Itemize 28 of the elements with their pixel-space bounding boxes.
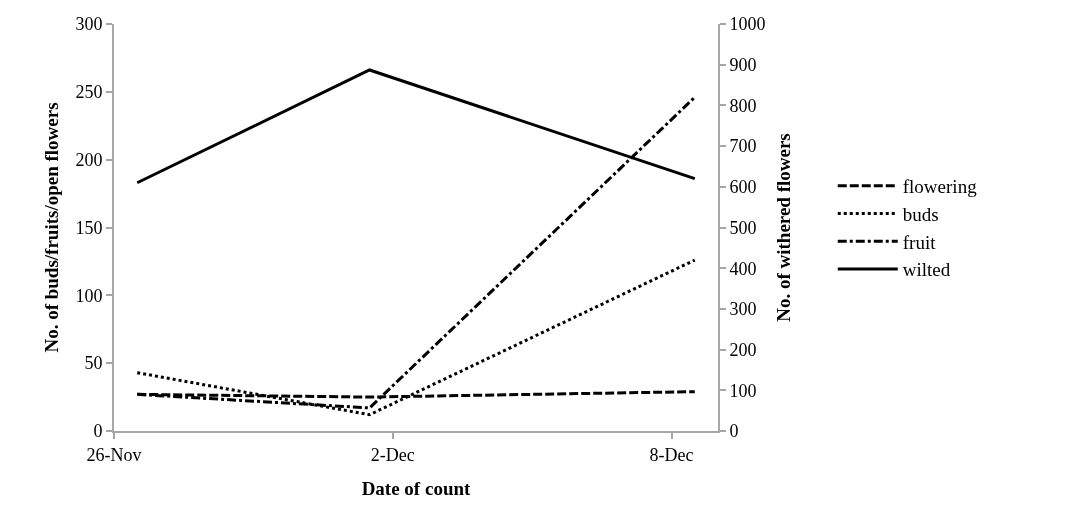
y2-tick-label: 700 [729, 136, 757, 157]
y2-tick-label: 600 [729, 177, 757, 198]
x-tick-label: 26-Nov [86, 444, 142, 465]
legend-label: buds [902, 203, 939, 225]
y2-tick-label: 900 [729, 55, 757, 75]
x-tick-label: 2-Dec [370, 444, 415, 465]
legend-label: fruit [902, 231, 937, 253]
y-axis-title: No. of buds/fruits/open flowers [40, 102, 62, 353]
y-tick-label: 250 [75, 82, 103, 103]
y2-tick-label: 200 [729, 339, 757, 360]
y2-tick-label: 800 [729, 95, 757, 116]
y2-tick-label: 0 [729, 421, 739, 442]
y-tick-label: 100 [75, 285, 103, 306]
y-tick-label: 50 [84, 353, 103, 374]
y-tick-label: 300 [75, 14, 103, 35]
x-tick-label: 8-Dec [649, 444, 694, 465]
y2-tick-label: 300 [729, 299, 757, 320]
y2-tick-label: 100 [729, 380, 757, 401]
y-tick-label: 0 [93, 421, 103, 442]
y2-tick-label: 500 [729, 217, 757, 238]
legend-label: wilted [902, 259, 951, 281]
legend-label: flowering [902, 176, 978, 198]
y2-tick-label: 400 [729, 258, 757, 279]
y-tick-label: 150 [75, 217, 103, 238]
y2-tick-label: 1000 [729, 14, 766, 35]
x-axis-title: Date of count [361, 477, 472, 499]
y-tick-label: 200 [75, 149, 103, 170]
y2-axis-title: No. of withered flowers [772, 133, 794, 322]
